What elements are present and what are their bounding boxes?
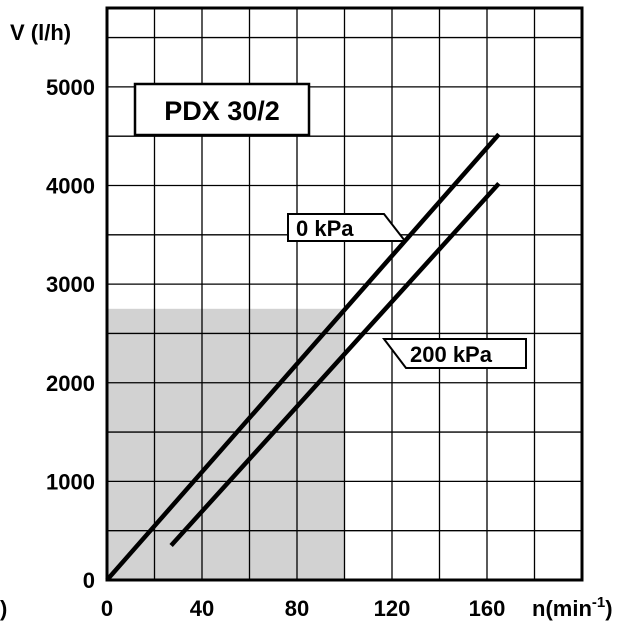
x-axis-label-main: n(min bbox=[532, 596, 592, 621]
series-callout: 200 kPa bbox=[381, 338, 527, 369]
series-label: 200 kPa bbox=[410, 342, 493, 367]
y-tick-label: 5000 bbox=[46, 75, 95, 100]
x-tick-labels: 0 40 80 120 160 bbox=[101, 596, 505, 621]
series-callout-frame bbox=[287, 213, 408, 242]
y-tick-label: 1000 bbox=[46, 469, 95, 494]
y-tick-label: 3000 bbox=[46, 272, 95, 297]
series-label: 0 kPa bbox=[296, 216, 354, 241]
y-tick-label: 2000 bbox=[46, 371, 95, 396]
y-axis-label: V (l/h) bbox=[10, 20, 71, 45]
plot-border bbox=[105, 6, 584, 582]
chart-title-frame bbox=[133, 82, 311, 137]
x-tick-label: 120 bbox=[374, 596, 411, 621]
x-tick-label: 0 bbox=[101, 596, 113, 621]
series-callout-frame bbox=[381, 338, 527, 369]
x-axis-label: n(min-1) bbox=[532, 594, 613, 621]
series-callouts: 0 kPa 200 kPa bbox=[287, 213, 527, 369]
y-tick-label: 4000 bbox=[46, 174, 95, 199]
series-layer bbox=[105, 132, 501, 582]
x-axis-label-close: ) bbox=[605, 596, 612, 621]
y-tick-label: 0 bbox=[83, 568, 95, 593]
chart-title-box: PDX 30/2 bbox=[133, 82, 311, 137]
x-axis-label-superscript: -1 bbox=[592, 594, 605, 611]
series-line-0kpa bbox=[105, 132, 501, 582]
y-tick-labels: 0 1000 2000 3000 4000 5000 bbox=[46, 75, 95, 593]
chart-title: PDX 30/2 bbox=[164, 96, 280, 126]
x-tick-label: 40 bbox=[190, 596, 214, 621]
x-tick-label: 160 bbox=[469, 596, 506, 621]
x-tick-label: 80 bbox=[285, 596, 309, 621]
series-line-200kpa bbox=[169, 182, 501, 547]
series-callout: 0 kPa bbox=[287, 213, 408, 242]
left-edge-fragment: ) bbox=[0, 596, 7, 621]
